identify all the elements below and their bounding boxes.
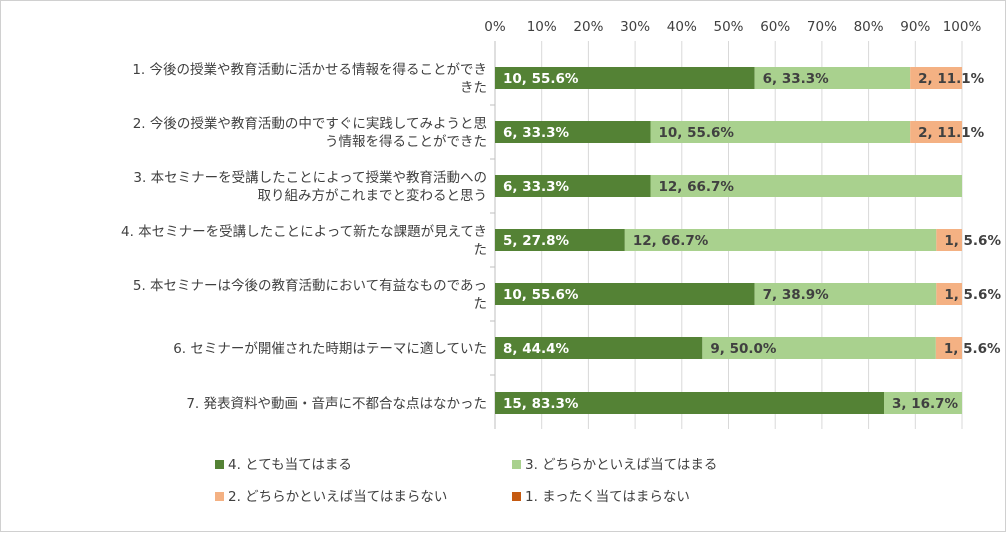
data-label: 10, 55.6% <box>503 71 579 87</box>
bar-segment <box>495 229 625 251</box>
bar-segment <box>495 67 755 89</box>
x-tick-label: 60% <box>760 19 790 35</box>
data-label: 3, 16.7% <box>892 396 959 412</box>
bar-segment <box>495 337 703 359</box>
x-tick-label: 10% <box>527 19 557 35</box>
data-label: 15, 83.3% <box>503 396 579 412</box>
legend-swatch <box>512 460 521 469</box>
x-tick-label: 40% <box>667 19 697 35</box>
legend-swatch <box>215 492 224 501</box>
legend-label: 3. どちらかといえば当てはまる <box>525 457 717 473</box>
x-tick-label: 20% <box>573 19 603 35</box>
bar-segment <box>650 121 911 143</box>
x-tick-label: 30% <box>620 19 650 35</box>
bar-segment <box>910 121 962 143</box>
bar-segment <box>754 283 937 305</box>
x-tick-label: 100% <box>943 19 982 35</box>
category-label: 3. 本セミナーを受講したことによって授業や教育活動への <box>133 170 487 186</box>
bar-segment <box>936 229 962 251</box>
category-label: 4. 本セミナーを受講したことによって新たな課題が見えてき <box>121 224 487 240</box>
data-label: 2, 11.1% <box>918 125 985 141</box>
x-tick-label: 0% <box>484 19 506 35</box>
data-label: 6, 33.3% <box>763 71 830 87</box>
bar-segment <box>702 337 936 359</box>
bar-segment <box>935 337 962 359</box>
data-label: 10, 55.6% <box>659 125 735 141</box>
legend-label: 2. どちらかといえば当てはまらない <box>228 489 447 505</box>
legend-swatch <box>512 492 521 501</box>
bar-segment <box>650 175 962 197</box>
bar-segment <box>495 283 755 305</box>
data-label: 1, 5.6% <box>944 287 1001 303</box>
legend-swatch <box>215 460 224 469</box>
category-label: 取り組み方がこれまでと変わると思う <box>258 187 488 204</box>
bar-segment <box>754 67 911 89</box>
bar-segment <box>495 121 651 143</box>
x-tick-label: 90% <box>900 19 930 35</box>
legend-label: 4. とても当てはまる <box>228 457 352 473</box>
x-tick-label: 80% <box>854 19 884 35</box>
bar-segment <box>495 175 651 197</box>
category-label: 1. 今後の授業や教育活動に活かせる情報を得ることができ <box>132 61 487 78</box>
category-label: 2. 今後の授業や教育活動の中ですぐに実践してみようと思 <box>133 116 487 132</box>
bar-segment <box>495 392 885 414</box>
data-label: 7, 38.9% <box>763 287 830 303</box>
data-label: 8, 44.4% <box>503 341 570 357</box>
x-tick-label: 50% <box>713 19 743 35</box>
category-label: た <box>474 242 488 258</box>
data-label: 12, 66.7% <box>659 179 735 195</box>
data-label: 9, 50.0% <box>710 341 777 357</box>
data-label: 2, 11.1% <box>918 71 985 87</box>
legend-label: 1. まったく当てはまらない <box>525 489 690 505</box>
data-label: 12, 66.7% <box>633 233 709 249</box>
category-label: きた <box>460 80 487 96</box>
category-label: う情報を得ることができた <box>325 133 487 150</box>
category-label: 7. 発表資料や動画・音声に不都合な点はなかった <box>186 395 487 412</box>
data-label: 1, 5.6% <box>944 233 1001 249</box>
bar-segment <box>936 283 962 305</box>
data-label: 1, 5.6% <box>944 341 1001 357</box>
x-tick-label: 70% <box>807 19 837 35</box>
data-label: 5, 27.8% <box>503 233 570 249</box>
bar-segment <box>884 392 962 414</box>
data-label: 6, 33.3% <box>503 125 570 141</box>
category-label: 5. 本セミナーは今後の教育活動において有益なものであっ <box>133 278 487 294</box>
data-label: 10, 55.6% <box>503 287 579 303</box>
data-label: 6, 33.3% <box>503 179 570 195</box>
bar-segment <box>624 229 937 251</box>
bar-segment <box>910 67 962 89</box>
category-label: 6. セミナーが開催された時期はテーマに適していた <box>173 340 487 357</box>
category-label: た <box>474 296 488 312</box>
